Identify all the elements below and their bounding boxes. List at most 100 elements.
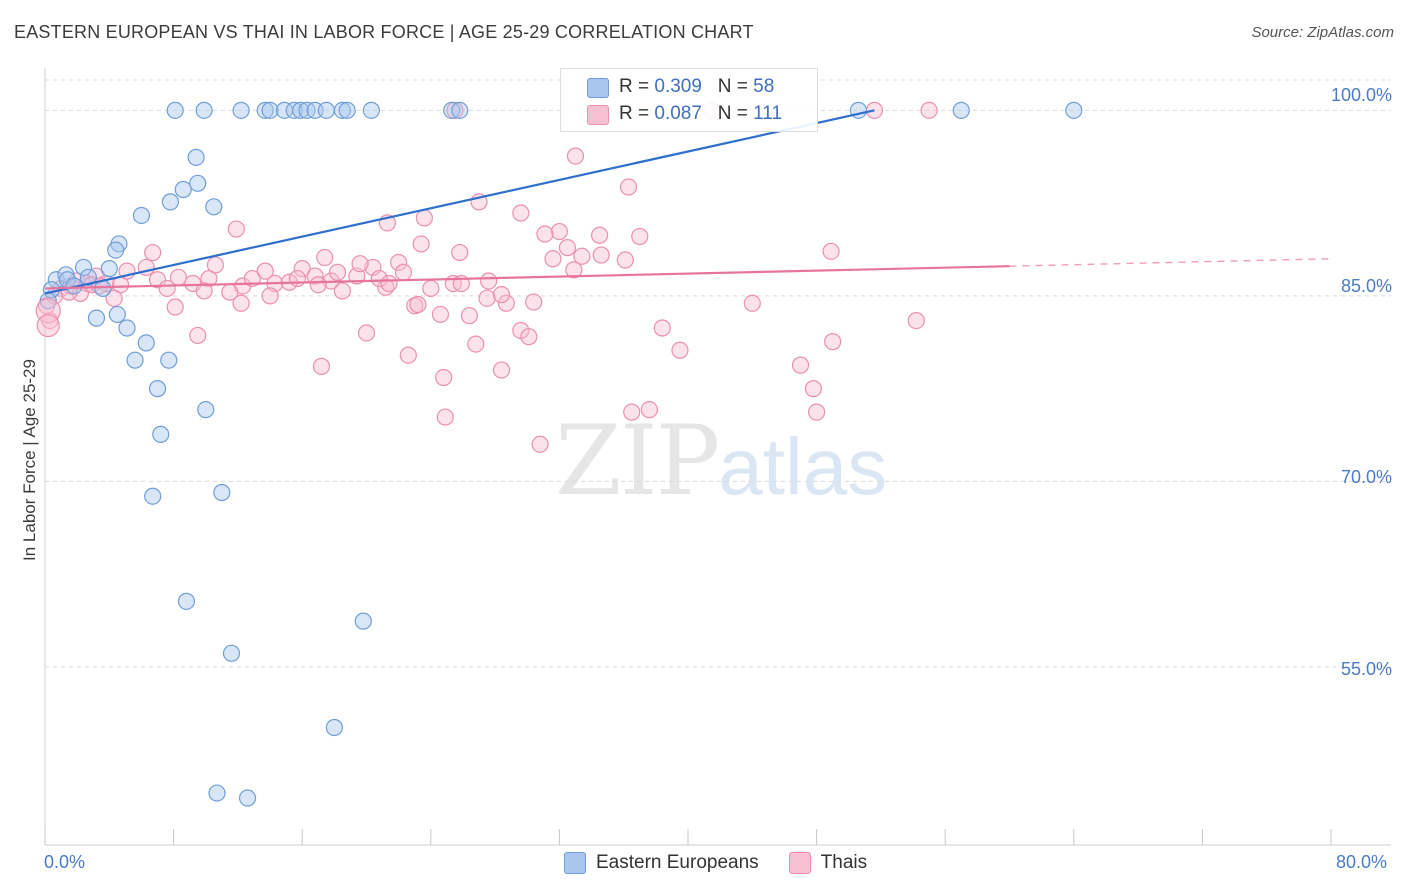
thai-point — [573, 247, 591, 265]
thai-point — [497, 294, 515, 312]
thai-point — [399, 346, 417, 364]
legend-item-thais: Thais — [788, 852, 867, 874]
eastern-european-point — [174, 180, 192, 199]
x-tick-label-min: 0.0% — [44, 852, 86, 872]
eastern-european-point — [144, 487, 162, 505]
thai-point — [512, 204, 530, 222]
thai-point — [309, 276, 327, 294]
thai-trend-line — [44, 265, 1010, 290]
x-tick-label-max: 80.0% — [1336, 852, 1388, 872]
thai-point — [412, 235, 430, 253]
eastern-european-point — [325, 718, 343, 737]
thai-point — [370, 269, 388, 288]
thai-point — [422, 279, 440, 298]
eastern-european-point — [132, 206, 151, 225]
legend-swatch-eastern — [564, 852, 586, 874]
eastern-european-point — [952, 101, 970, 119]
thai-point — [536, 225, 554, 243]
thai-point — [148, 271, 167, 289]
thai-point — [743, 294, 761, 312]
legend-item-eastern-europeans: Eastern Europeans — [564, 852, 759, 874]
eastern-european-point — [333, 101, 351, 119]
y-tick-label-70: 70.0% — [1340, 467, 1392, 487]
eastern-european-point — [317, 101, 335, 119]
correlation-legend: R = 0.309 N = 58 R = 0.087 N = 111 — [560, 68, 818, 132]
eastern-european-point — [1065, 101, 1083, 119]
thai-point — [804, 380, 822, 398]
eastern-european-point — [208, 784, 226, 802]
thai-point — [623, 403, 641, 421]
thai-point — [907, 311, 925, 330]
thai-point — [558, 239, 577, 257]
thai-point — [312, 357, 331, 375]
eastern-european-trend-line — [44, 109, 875, 295]
eastern-european-point — [261, 101, 279, 119]
thai-point — [166, 298, 184, 316]
legend-swatch-pink — [587, 105, 609, 125]
thai-point — [144, 243, 162, 262]
thai-point — [920, 101, 938, 119]
thai-point — [824, 333, 842, 351]
eastern-european-point — [108, 305, 126, 324]
thai-point — [492, 361, 511, 379]
thai-point — [436, 408, 454, 426]
eastern-european-point — [166, 101, 184, 119]
eastern-european-point — [187, 148, 205, 166]
eastern-european-point — [137, 334, 155, 352]
thai-point — [653, 319, 671, 337]
eastern-european-point — [74, 258, 93, 277]
thai-point — [195, 282, 213, 300]
legend-text-thai: R = 0.087 N = 111 — [619, 103, 783, 124]
series-legend: Eastern Europeans Thais — [564, 852, 867, 874]
thai-point — [467, 335, 485, 353]
eastern-european-point — [177, 592, 196, 610]
chart-title: EASTERN EUROPEAN VS THAI IN LABOR FORCE … — [14, 22, 754, 42]
thai-point — [261, 287, 279, 305]
thai-point — [592, 246, 610, 264]
watermark-zip: ZIP — [555, 405, 720, 517]
thai-point — [390, 253, 408, 272]
watermark: ZIPatlas — [555, 405, 887, 517]
thai-point — [565, 261, 583, 279]
eastern-european-point — [107, 241, 125, 259]
thai-point — [807, 403, 826, 421]
thai-point — [105, 289, 123, 307]
eastern-european-point — [256, 101, 274, 119]
thai-point — [431, 305, 450, 324]
thai-point — [590, 226, 609, 244]
thai-point — [357, 324, 376, 342]
legend-label-eastern: Eastern Europeans — [596, 852, 759, 873]
legend-swatch-thais — [788, 852, 811, 874]
thai-point — [525, 293, 543, 311]
thai-point — [480, 272, 498, 290]
thai-point — [435, 368, 453, 387]
eastern-european-point — [222, 644, 241, 662]
thai-point — [619, 178, 638, 196]
thai-point — [380, 274, 398, 293]
eastern-european-point — [238, 789, 257, 807]
eastern-european-point — [160, 351, 178, 369]
eastern-european-point — [118, 319, 136, 337]
thai-point — [409, 295, 427, 314]
thai-point — [316, 248, 334, 267]
thai-point — [415, 209, 433, 227]
thai-point — [822, 242, 840, 260]
thai-point — [492, 286, 511, 304]
eastern-european-point — [126, 351, 144, 369]
thai-point — [256, 262, 274, 280]
thai-point — [550, 222, 569, 241]
thai-point — [566, 147, 585, 165]
eastern-european-point — [100, 260, 118, 278]
eastern-european-point — [161, 193, 179, 211]
eastern-european-point — [285, 101, 303, 119]
eastern-european-point — [195, 101, 213, 119]
thai-point — [36, 313, 60, 338]
thai-point — [520, 328, 538, 346]
thai-point — [169, 268, 188, 286]
y-tick-label-85: 85.0% — [1340, 276, 1392, 296]
thai-point — [791, 356, 810, 374]
thai-trend-line-extension — [1009, 258, 1332, 267]
thai-point — [531, 435, 549, 453]
thai-point — [671, 341, 689, 359]
